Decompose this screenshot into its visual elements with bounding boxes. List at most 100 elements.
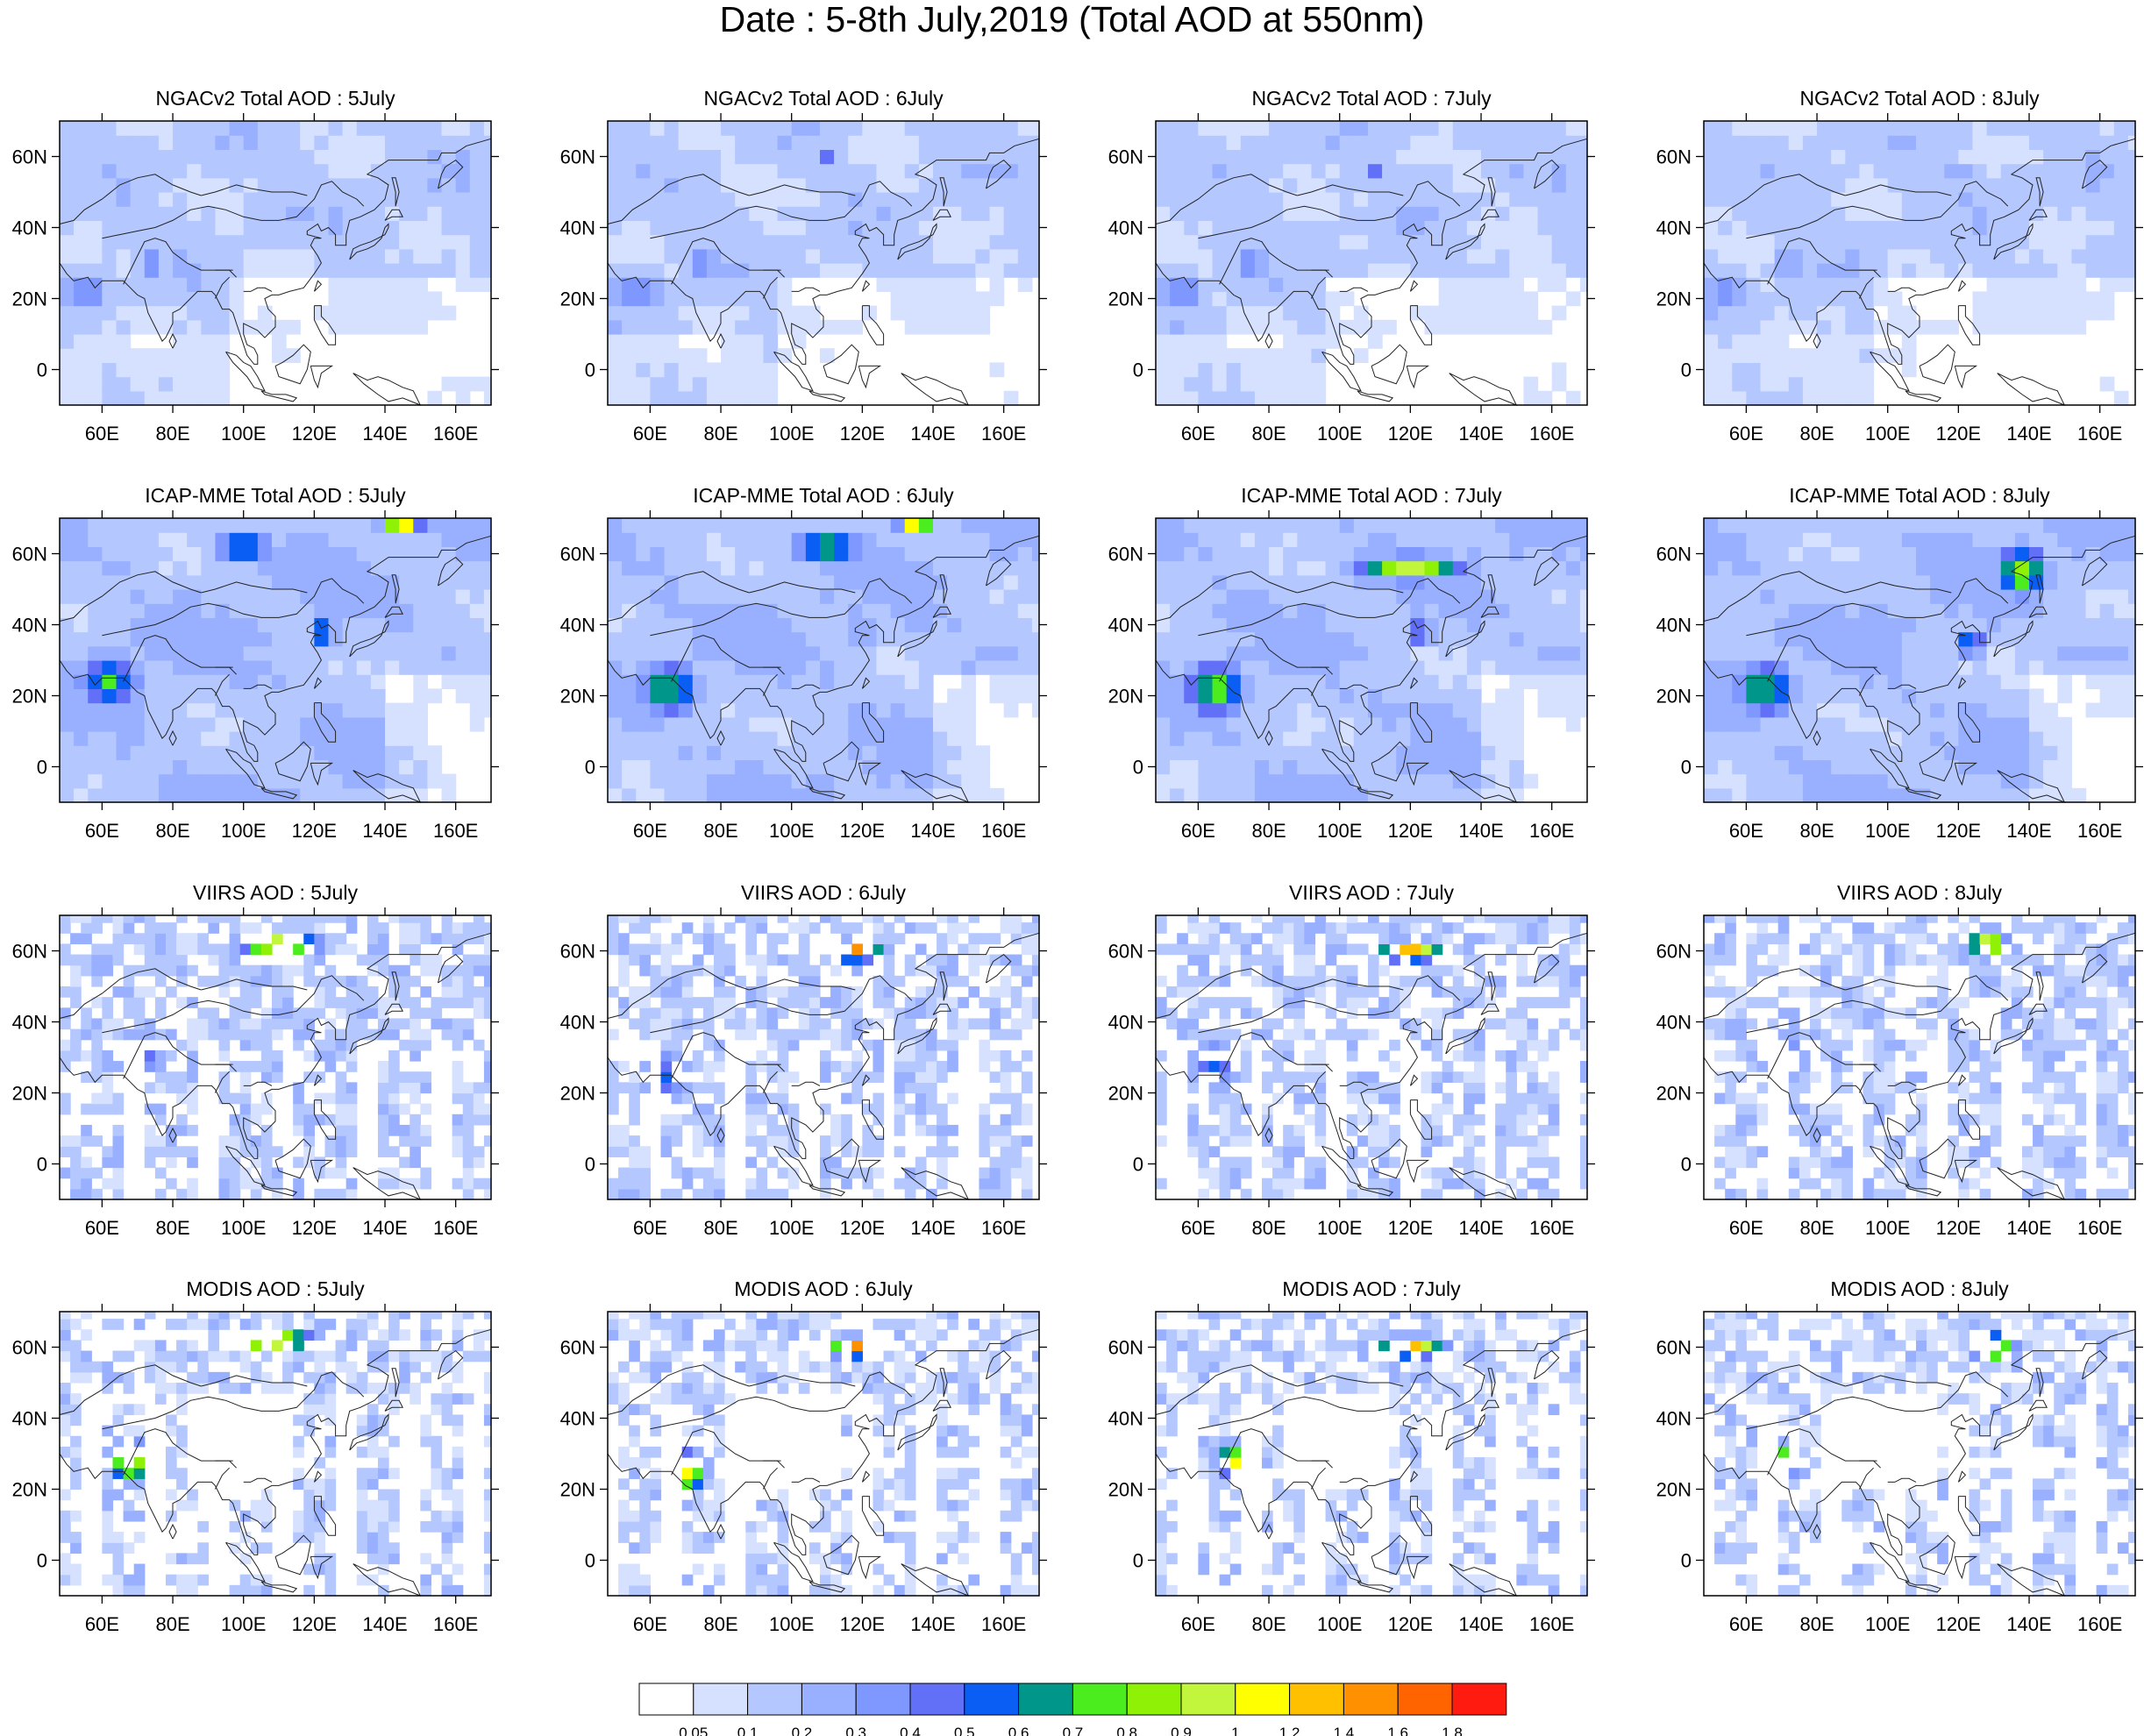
aod-cell: [60, 631, 75, 647]
aod-cell: [1788, 177, 1804, 193]
aod-cell: [834, 121, 849, 136]
aod-cell: [1353, 121, 1369, 136]
aod-cell: [763, 149, 779, 165]
aod-cell: [749, 518, 765, 533]
aod-cell: [664, 574, 680, 590]
aod-cell: [286, 603, 301, 618]
aod-cell: [1396, 163, 1411, 179]
aod-cell: [1704, 319, 1719, 335]
aod-cell: [201, 376, 217, 392]
aod-cell: [88, 532, 103, 547]
aod-cell: [1972, 319, 1988, 335]
aod-cell: [342, 277, 358, 292]
aod-cell: [74, 220, 89, 236]
aod-cell: [1339, 192, 1355, 207]
coastline: [1997, 373, 2066, 406]
aod-cell: [622, 291, 637, 307]
aod-cell: [1986, 546, 2002, 562]
aod-cell: [88, 334, 103, 349]
aod-cell: [1325, 192, 1341, 207]
aod-cell: [650, 574, 666, 590]
aod-cell: [918, 163, 934, 179]
aod-cell: [370, 645, 386, 661]
aod-cell: [1283, 220, 1298, 236]
aod-cell: [1339, 263, 1355, 278]
aod-cell: [622, 177, 637, 193]
aod-cell: [441, 660, 457, 675]
aod-cell: [1509, 319, 1525, 335]
aod-cell: [328, 319, 344, 335]
aod-cell: [229, 149, 245, 165]
aod-cell: [370, 149, 386, 165]
aod-cell: [257, 574, 273, 590]
aod-cell: [257, 263, 273, 278]
aod-cell: [608, 206, 623, 221]
aod-cell: [1551, 192, 1567, 207]
aod-cell: [1184, 660, 1199, 675]
aod-cell: [721, 376, 736, 392]
aod-cell: [2113, 518, 2129, 533]
y-tick-label: 0: [37, 359, 47, 381]
aod-cell: [706, 305, 722, 321]
aod-cell: [116, 532, 132, 547]
aod-cell: [1254, 121, 1270, 136]
aod-cell: [173, 248, 188, 264]
aod-cell: [2043, 305, 2058, 321]
aod-cell: [791, 674, 807, 689]
aod-cell: [370, 560, 386, 576]
aod-cell: [1845, 348, 1861, 363]
aod-cell: [455, 674, 471, 689]
aod-cell: [749, 532, 765, 547]
aod-cell: [483, 589, 492, 604]
coastline: [313, 305, 337, 345]
aod-cell: [1915, 603, 1931, 618]
aod-cell: [1817, 617, 1832, 633]
aod-cell: [636, 234, 651, 250]
aod-cell: [257, 645, 273, 661]
coastline: [1997, 770, 2066, 803]
aod-cell: [904, 192, 920, 207]
aod-cell: [1523, 603, 1539, 618]
aod-cell: [1523, 390, 1539, 406]
aod-cell: [636, 645, 651, 661]
aod-cell: [933, 319, 948, 335]
aod-cell: [890, 291, 906, 307]
aod-cell: [989, 688, 1005, 704]
aod-cell: [356, 674, 372, 689]
aod-cell: [721, 660, 736, 675]
aod-cell: [1198, 206, 1214, 221]
y-tick-label: 20N: [12, 686, 47, 708]
aod-cell: [650, 759, 666, 775]
aod-cell: [1901, 702, 1917, 718]
aod-cell: [1704, 731, 1719, 746]
aod-cell: [2000, 674, 2016, 689]
aod-cell: [257, 745, 273, 760]
aod-cell: [1859, 589, 1875, 604]
aod-cell: [1901, 589, 1917, 604]
aod-cell: [1746, 319, 1762, 335]
aod-cell: [300, 773, 315, 789]
aod-cell: [2014, 745, 2030, 760]
aod-cell: [300, 716, 315, 732]
aod-cell: [1212, 248, 1228, 264]
aod-cell: [1817, 631, 1832, 647]
aod-cell: [650, 532, 666, 547]
aod-cell: [1788, 603, 1804, 618]
aod-cell: [1481, 177, 1496, 193]
aod-cell: [74, 234, 89, 250]
y-tick-label: 20N: [1108, 686, 1143, 708]
aod-cell: [1254, 787, 1270, 803]
aod-cell: [2113, 263, 2129, 278]
aod-cell: [70, 986, 82, 998]
aod-cell: [1887, 291, 1903, 307]
aod-cell: [158, 248, 174, 264]
aod-cell: [1212, 532, 1228, 547]
aod-cell: [1523, 291, 1539, 307]
aod-cell: [876, 745, 892, 760]
aod-cell: [243, 631, 259, 647]
aod-cell: [1732, 149, 1747, 165]
aod-cell: [1915, 192, 1931, 207]
aod-cell: [1986, 263, 2002, 278]
coastline: [1870, 351, 1910, 392]
